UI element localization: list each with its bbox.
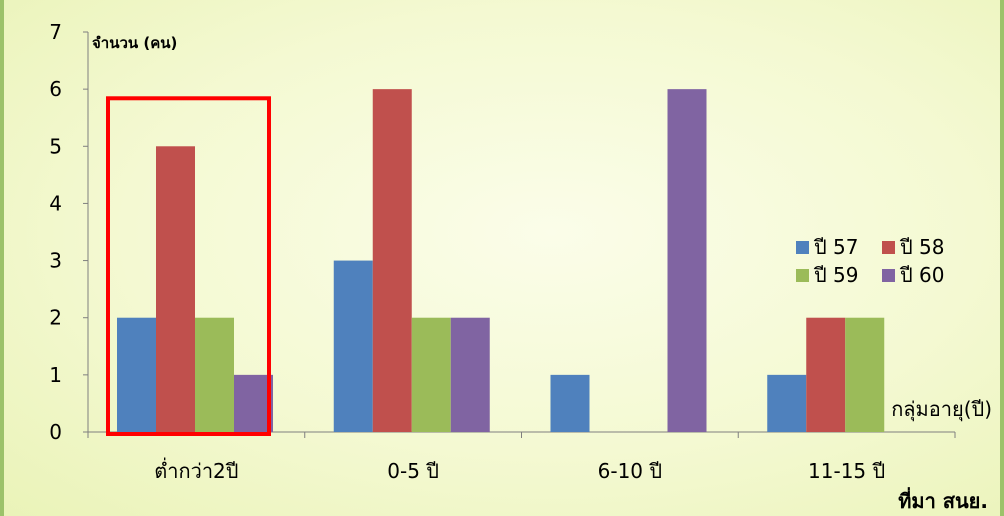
legend-swatch	[882, 241, 895, 254]
legend-swatch	[882, 269, 895, 282]
bar	[845, 317, 885, 432]
y-tick-label: 4	[49, 191, 62, 215]
bar	[450, 317, 490, 432]
y-tick-labels: 0 1 2 3 4 5 6 7	[49, 20, 62, 444]
y-tick-label: 6	[49, 77, 62, 101]
bar	[411, 317, 451, 432]
bar	[117, 317, 156, 432]
x-tick-label: 6-10 ปี	[598, 459, 662, 483]
y-tick-label: 7	[49, 20, 62, 44]
legend-label: ปี 59	[814, 263, 859, 287]
bar	[195, 317, 234, 432]
x-axis-label: กลุ่มอายุ(ปี)	[891, 397, 992, 422]
legend-label: ปี 57	[814, 235, 859, 259]
highlight-box	[106, 96, 271, 437]
legend-swatch	[796, 269, 809, 282]
legend-label: ปี 60	[900, 263, 945, 287]
bar	[667, 89, 707, 433]
y-tick-label: 5	[49, 134, 62, 158]
bar	[372, 89, 412, 433]
y-tick-label: 0	[49, 420, 62, 444]
source-label: ที่มา สนย.	[898, 486, 988, 513]
bar	[550, 374, 590, 432]
x-tick-label: 0-5 ปี	[387, 459, 439, 483]
bars	[117, 89, 885, 433]
x-tick-label: ต่ำกว่า2ปี	[154, 457, 238, 483]
y-axis-label: จำนวน (คน)	[92, 34, 177, 52]
bar	[333, 260, 373, 432]
bar	[156, 146, 195, 433]
y-tick-label: 3	[49, 249, 62, 273]
x-tick-label: 11-15 ปี	[808, 459, 885, 483]
legend: ปี 57 ปี 58 ปี 59 ปี 60	[796, 235, 945, 287]
bar	[806, 317, 846, 432]
y-tick-label: 1	[49, 363, 62, 387]
x-tick-labels: ต่ำกว่า2ปี 0-5 ปี 6-10 ปี 11-15 ปี	[154, 457, 885, 483]
bar	[234, 374, 273, 432]
legend-swatch	[796, 241, 809, 254]
legend-label: ปี 58	[900, 235, 945, 259]
bar	[767, 374, 807, 432]
y-tick-label: 2	[49, 306, 62, 330]
